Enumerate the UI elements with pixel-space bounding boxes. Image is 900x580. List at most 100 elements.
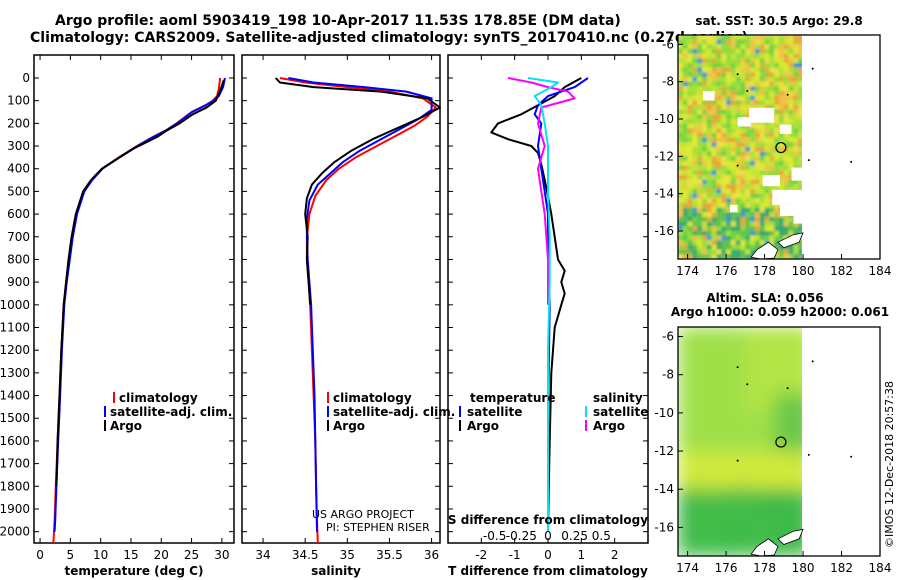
sst-cell	[798, 119, 802, 124]
sst-cell	[702, 58, 707, 63]
sst-cell	[697, 151, 703, 157]
sst-cell	[754, 58, 760, 63]
sla-cell	[735, 536, 746, 547]
sla-cell	[735, 527, 746, 538]
sst-cell	[730, 72, 736, 77]
sst-cell	[774, 109, 780, 115]
sst-cell	[779, 226, 784, 231]
sla-cell	[793, 374, 802, 385]
sst-cell	[716, 49, 722, 54]
sst-cell	[706, 240, 712, 245]
sst-cell	[750, 72, 756, 77]
sst-cell	[692, 77, 698, 82]
sst-cell	[783, 77, 789, 82]
sst-cell	[774, 100, 780, 105]
sst-cell	[716, 91, 722, 96]
sst-cell	[759, 207, 765, 213]
sla-cell	[774, 374, 785, 385]
sla-cell	[774, 479, 785, 490]
sst-cell	[702, 217, 707, 222]
sla-cell	[783, 441, 794, 452]
sst-cell	[716, 72, 722, 77]
sst-cell	[745, 184, 751, 189]
sst-cell	[706, 142, 712, 147]
sst-cell	[759, 142, 765, 147]
map-y-tick-label: -16	[654, 224, 674, 238]
sla-cell	[754, 536, 765, 547]
sst-cell	[798, 95, 802, 101]
sla-cell	[774, 422, 785, 433]
sst-cell	[783, 44, 789, 49]
sst-cell	[702, 72, 707, 77]
sla-cell	[735, 365, 746, 376]
sst-cell	[754, 235, 760, 241]
imos-stamp: ©IMOS 12-Dec-2018 20:57:38	[883, 381, 896, 548]
sla-cell	[793, 508, 802, 519]
sst-cell	[706, 133, 712, 138]
sst-cell	[692, 44, 698, 49]
sst-cell	[726, 193, 731, 199]
sst-cell	[740, 179, 746, 185]
sst-cell	[682, 142, 688, 147]
sst-cell	[721, 49, 727, 54]
sla-cell	[716, 441, 727, 452]
sst-cell	[678, 100, 683, 105]
sst-cell	[779, 175, 784, 180]
sst-cell	[750, 128, 756, 133]
sla-cell	[716, 498, 727, 509]
sst-cell	[687, 226, 693, 231]
sla-cell	[774, 508, 785, 519]
sst-cell	[788, 156, 794, 161]
sst-cell	[682, 86, 688, 91]
sla-cell	[687, 431, 698, 442]
sla-cell	[687, 470, 698, 481]
sst-cell	[779, 156, 784, 161]
sst-cell	[721, 184, 727, 189]
sst-cell	[678, 156, 683, 161]
sst-cell	[687, 231, 693, 236]
sla-cell	[745, 403, 756, 414]
sla-cell	[716, 336, 727, 347]
sst-cell	[779, 235, 784, 241]
sla-cell	[745, 327, 756, 337]
sst-cell	[692, 147, 698, 152]
sst-cell	[682, 231, 688, 236]
sst-cell	[678, 35, 683, 40]
land-islet	[746, 383, 749, 386]
sst-cell	[798, 105, 802, 110]
sst-cell	[764, 142, 770, 147]
sla-cell	[783, 422, 794, 433]
sst-cell	[764, 221, 770, 227]
sst-cell	[687, 128, 693, 133]
sst-cell	[793, 77, 799, 82]
sla-cell	[735, 517, 746, 528]
sst-cell	[764, 44, 770, 49]
sst-cell	[730, 235, 736, 241]
land-island	[777, 232, 804, 249]
sst-cell	[774, 203, 780, 208]
sla-cell	[687, 336, 698, 347]
sla-cell	[697, 412, 708, 423]
sla-cell	[678, 508, 688, 519]
sst-cell	[726, 86, 731, 91]
sst-cell	[754, 147, 760, 152]
sla-cell	[706, 546, 717, 556]
sst-cell	[774, 35, 780, 40]
y-tick-label: 200	[7, 116, 30, 130]
sst-cell	[793, 58, 799, 63]
temperature-xlabel: temperature (deg C)	[65, 564, 204, 578]
sst-cell	[678, 39, 683, 45]
sla-cell	[783, 479, 794, 490]
sst-cell	[702, 175, 707, 180]
sla-cell	[783, 470, 794, 481]
sst-cell	[754, 161, 760, 166]
sst-cell	[697, 35, 703, 40]
sst-cell	[706, 119, 712, 124]
sst-cloud-gap	[793, 199, 802, 224]
map-y-tick-label: -14	[654, 482, 674, 496]
sst-cell	[764, 147, 770, 152]
series-line-argo	[55, 79, 225, 487]
sst-cell	[706, 35, 712, 40]
sst-cell	[687, 207, 693, 213]
sst-cell	[745, 142, 751, 147]
